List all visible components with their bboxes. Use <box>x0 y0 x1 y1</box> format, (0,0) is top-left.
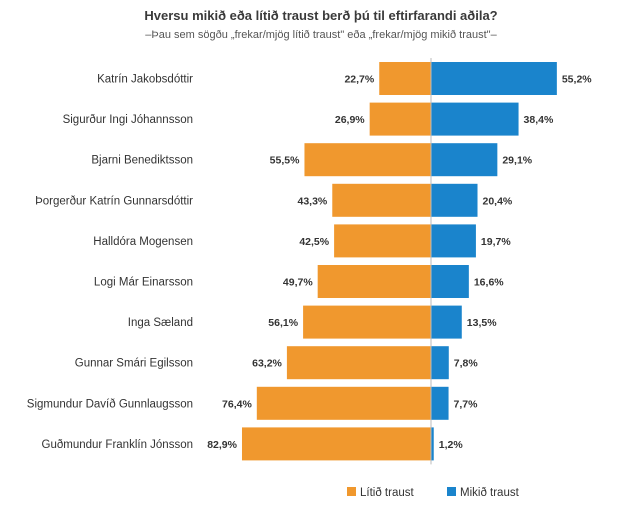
legend-item: Lítið traust <box>347 487 414 499</box>
bar-mikid-traust <box>431 305 462 339</box>
chart-row: Þorgerður Katrín Gunnarsdóttir 43,3% 20,4% <box>35 183 513 217</box>
category-label: Þorgerður Katrín Gunnarsdóttir <box>35 195 193 207</box>
category-label: Guðmundur Franklín Jónsson <box>42 439 194 451</box>
chart-row: Katrín Jakobsdóttir 22,7% 55,2% <box>97 62 592 95</box>
bar-mikid-traust <box>431 427 434 461</box>
bar-litid-traust <box>304 143 431 177</box>
bar-litid-traust <box>286 346 431 380</box>
category-label: Inga Sæland <box>128 317 193 329</box>
bar-litid-traust <box>369 102 431 136</box>
legend-item: Mikið traust <box>447 487 520 499</box>
chart-row: Halldóra Mogensen 42,5% 19,7% <box>93 224 511 258</box>
chart-row: Inga Sæland 56,1% 13,5% <box>128 305 497 339</box>
data-label-mikid-traust: 20,4% <box>483 195 513 207</box>
bar-mikid-traust <box>431 183 478 217</box>
data-label-litid-traust: 56,1% <box>268 317 298 329</box>
legend-swatch <box>447 487 456 496</box>
bar-rows: Katrín Jakobsdóttir 22,7% 55,2% Sigurður In… <box>27 62 592 461</box>
data-label-litid-traust: 22,7% <box>344 74 374 86</box>
bar-litid-traust <box>379 62 431 95</box>
bar-litid-traust <box>317 265 431 298</box>
bar-litid-traust <box>241 427 431 461</box>
data-label-mikid-traust: 7,7% <box>454 398 479 410</box>
bar-mikid-traust <box>431 62 557 95</box>
bar-mikid-traust <box>431 265 469 298</box>
category-label: Gunnar Smári Egilsson <box>75 358 193 370</box>
chart-title: Hversu mikið eða lítið traust berð þú ti… <box>144 8 497 23</box>
data-label-mikid-traust: 38,4% <box>524 114 554 126</box>
bar-mikid-traust <box>431 386 449 420</box>
category-label: Bjarni Benediktsson <box>91 155 193 167</box>
chart-row: Guðmundur Franklín Jónsson 82,9% 1,2% <box>42 427 464 461</box>
data-label-litid-traust: 43,3% <box>297 195 327 207</box>
category-label: Sigurður Ingi Jóhannsson <box>63 114 193 126</box>
data-label-mikid-traust: 55,2% <box>562 74 592 86</box>
legend-swatch <box>347 487 356 496</box>
data-label-litid-traust: 42,5% <box>299 236 329 248</box>
data-label-mikid-traust: 19,7% <box>481 236 511 248</box>
data-label-litid-traust: 63,2% <box>252 358 282 370</box>
data-label-mikid-traust: 29,1% <box>502 155 532 167</box>
chart-row: Sigurður Ingi Jóhannsson 26,9% 38,4% <box>63 102 554 136</box>
chart-subtitle: –Þau sem sögðu „frekar/mjög lítið traust… <box>145 29 497 41</box>
chart-row: Gunnar Smári Egilsson 63,2% 7,8% <box>75 346 479 380</box>
bar-litid-traust <box>256 386 431 420</box>
bar-mikid-traust <box>431 143 498 177</box>
data-label-mikid-traust: 7,8% <box>454 358 479 370</box>
data-label-litid-traust: 76,4% <box>222 398 252 410</box>
chart-row: Bjarni Benediktsson 55,5% 29,1% <box>91 143 533 177</box>
data-label-litid-traust: 55,5% <box>270 155 300 167</box>
bar-mikid-traust <box>431 102 519 136</box>
chart-row: Sigmundur Davíð Gunnlaugsson 76,4% 7,7% <box>27 386 479 420</box>
category-label: Sigmundur Davíð Gunnlaugsson <box>27 398 193 410</box>
bar-mikid-traust <box>431 346 449 380</box>
data-label-litid-traust: 49,7% <box>283 277 313 289</box>
category-label: Logi Már Einarsson <box>94 277 193 289</box>
data-label-litid-traust: 82,9% <box>207 439 237 451</box>
legend: Lítið traust Mikið traust <box>347 487 520 499</box>
bar-litid-traust <box>303 305 431 339</box>
data-label-mikid-traust: 16,6% <box>474 277 504 289</box>
bar-litid-traust <box>334 224 431 258</box>
data-label-mikid-traust: 13,5% <box>467 317 497 329</box>
legend-label: Lítið traust <box>360 487 414 499</box>
chart-row: Logi Már Einarsson 49,7% 16,6% <box>94 265 504 298</box>
legend-label: Mikið traust <box>460 487 520 499</box>
category-label: Halldóra Mogensen <box>93 236 193 248</box>
bar-litid-traust <box>332 183 431 217</box>
category-label: Katrín Jakobsdóttir <box>97 74 193 86</box>
data-label-mikid-traust: 1,2% <box>439 439 464 451</box>
bar-mikid-traust <box>431 224 476 258</box>
data-label-litid-traust: 26,9% <box>335 114 365 126</box>
